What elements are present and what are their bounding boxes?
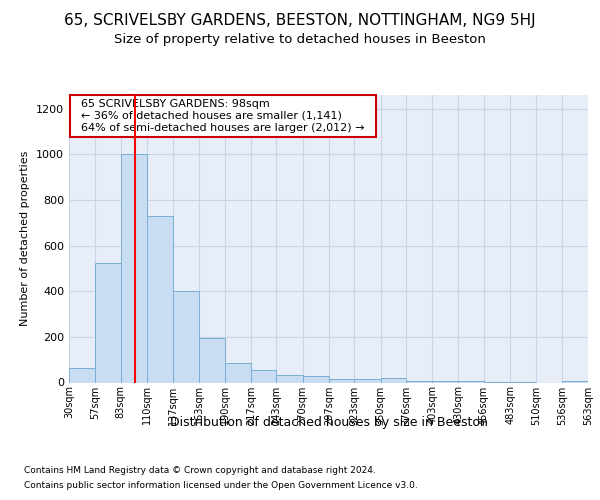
Text: Distribution of detached houses by size in Beeston: Distribution of detached houses by size …	[170, 416, 488, 429]
Bar	[199, 338, 225, 382]
Text: 65 SCRIVELSBY GARDENS: 98sqm  
  ← 36% of detached houses are smaller (1,141)  
: 65 SCRIVELSBY GARDENS: 98sqm ← 36% of de…	[74, 100, 371, 132]
Bar	[302, 376, 329, 382]
Bar	[147, 216, 173, 382]
Bar	[173, 291, 199, 382]
Bar	[95, 262, 121, 382]
Bar	[380, 378, 406, 382]
Bar	[251, 370, 277, 382]
Text: 65, SCRIVELSBY GARDENS, BEESTON, NOTTINGHAM, NG9 5HJ: 65, SCRIVELSBY GARDENS, BEESTON, NOTTING…	[64, 12, 536, 28]
Text: Contains public sector information licensed under the Open Government Licence v3: Contains public sector information licen…	[24, 481, 418, 490]
Text: Contains HM Land Registry data © Crown copyright and database right 2024.: Contains HM Land Registry data © Crown c…	[24, 466, 376, 475]
Bar	[432, 381, 458, 382]
Bar	[121, 154, 147, 382]
Bar	[355, 379, 380, 382]
Text: Size of property relative to detached houses in Beeston: Size of property relative to detached ho…	[114, 32, 486, 46]
Bar	[329, 379, 355, 382]
Y-axis label: Number of detached properties: Number of detached properties	[20, 151, 31, 326]
Bar	[562, 380, 588, 382]
Bar	[277, 374, 302, 382]
Bar	[225, 363, 251, 382]
Bar	[69, 368, 95, 382]
Bar	[406, 380, 432, 382]
